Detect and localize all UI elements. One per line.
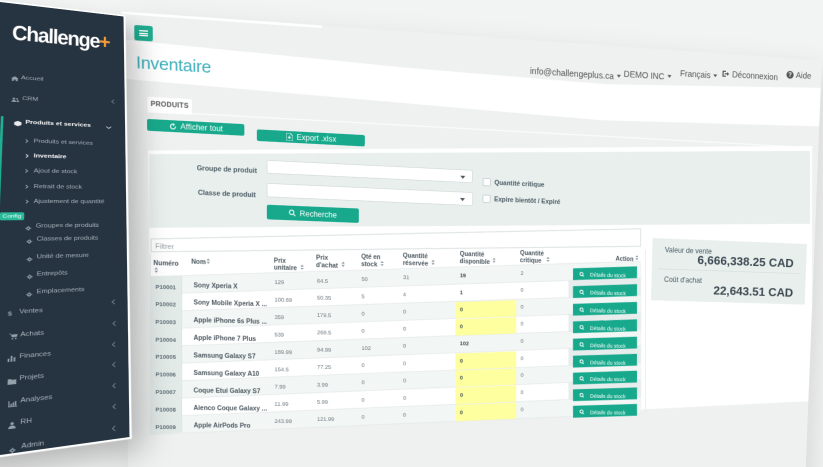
svg-text:Sony Mobile Xperia X ...: Sony Mobile Xperia X ... <box>194 300 267 308</box>
svg-text:189.99: 189.99 <box>274 349 292 356</box>
svg-text:129: 129 <box>274 279 284 286</box>
svg-text:P10009: P10009 <box>155 424 176 431</box>
svg-text:Détails du stock: Détails du stock <box>590 326 627 332</box>
svg-text:Détails du stock: Détails du stock <box>590 411 626 416</box>
svg-text:P10005: P10005 <box>155 354 176 361</box>
svg-text:0: 0 <box>361 311 365 317</box>
svg-text:P10006: P10006 <box>155 372 176 379</box>
svg-text:stock: stock <box>361 261 378 268</box>
svg-text:$: $ <box>8 312 13 318</box>
svg-text:0: 0 <box>460 375 464 381</box>
svg-text:Filtrer: Filtrer <box>155 242 174 251</box>
svg-text:disponible: disponible <box>460 258 490 265</box>
svg-text:Détails du stock: Détails du stock <box>590 273 627 279</box>
svg-text:243.99: 243.99 <box>274 419 292 425</box>
svg-text:102: 102 <box>460 341 470 347</box>
svg-text:102: 102 <box>362 345 372 351</box>
svg-text:0: 0 <box>460 324 464 330</box>
svg-text:5: 5 <box>361 293 365 299</box>
svg-text:Nom: Nom <box>191 259 206 266</box>
svg-text:0: 0 <box>403 395 407 401</box>
svg-text:P10001: P10001 <box>155 284 176 291</box>
svg-text:4: 4 <box>403 292 407 298</box>
svg-text:121.99: 121.99 <box>317 417 335 423</box>
svg-text:0: 0 <box>403 378 407 384</box>
svg-text:179.5: 179.5 <box>317 313 332 320</box>
svg-text:1: 1 <box>460 290 464 296</box>
svg-text:64.5: 64.5 <box>317 278 329 285</box>
svg-text:P10007: P10007 <box>155 389 176 396</box>
svg-text:Action: Action <box>616 256 634 263</box>
svg-text:Sony Xperia X: Sony Xperia X <box>194 283 238 291</box>
svg-text:Détails du stock: Détails du stock <box>590 291 627 297</box>
svg-text:50: 50 <box>362 276 369 283</box>
svg-text:Samsung Galaxy A10: Samsung Galaxy A10 <box>194 370 260 377</box>
svg-text:0: 0 <box>361 380 365 386</box>
svg-text:269.5: 269.5 <box>317 330 332 337</box>
svg-text:Prix: Prix <box>316 255 328 262</box>
svg-text:11.99: 11.99 <box>274 401 288 407</box>
svg-text:Apple AirPods Pro: Apple AirPods Pro <box>194 423 251 430</box>
svg-text:Quantité: Quantité <box>520 250 544 257</box>
svg-text:0: 0 <box>403 309 407 315</box>
svg-text:0: 0 <box>403 344 407 350</box>
svg-text:0: 0 <box>460 410 464 416</box>
svg-text:3.99: 3.99 <box>317 382 329 388</box>
svg-text:P10003: P10003 <box>155 319 176 326</box>
svg-text:Apple iPhone 7 Plus: Apple iPhone 7 Plus <box>194 335 257 343</box>
svg-text:0: 0 <box>403 326 407 332</box>
svg-text:0: 0 <box>403 412 407 418</box>
svg-text:19: 19 <box>460 272 467 278</box>
svg-text:0: 0 <box>520 338 524 344</box>
svg-text:7.99: 7.99 <box>275 384 287 390</box>
svg-text:2: 2 <box>520 270 524 276</box>
svg-text:31: 31 <box>403 275 410 281</box>
svg-text:0: 0 <box>460 358 464 364</box>
svg-text:0: 0 <box>520 390 524 396</box>
svg-text:Quantité: Quantité <box>460 251 485 258</box>
svg-text:Détails du stock: Détails du stock <box>590 378 627 384</box>
svg-text:154.5: 154.5 <box>274 366 289 373</box>
svg-text:0: 0 <box>520 407 524 413</box>
svg-text:0: 0 <box>460 307 464 313</box>
svg-text:Détails du stock: Détails du stock <box>590 361 627 367</box>
svg-text:0: 0 <box>403 361 407 367</box>
svg-text:0: 0 <box>361 328 365 334</box>
svg-text:Coque Etui Galaxy S7: Coque Etui Galaxy S7 <box>194 388 261 395</box>
svg-text:P10004: P10004 <box>155 337 176 344</box>
svg-text:100.69: 100.69 <box>275 297 293 304</box>
svg-text:359: 359 <box>274 314 284 321</box>
svg-text:94.99: 94.99 <box>317 347 332 354</box>
svg-text:539: 539 <box>274 332 284 339</box>
svg-text:5.99: 5.99 <box>317 399 328 405</box>
svg-text:Prix: Prix <box>274 258 286 265</box>
svg-text:Apple iPhone 6s Plus ...: Apple iPhone 6s Plus ... <box>194 318 267 326</box>
svg-text:Numéro: Numéro <box>153 260 178 267</box>
svg-text:Détails du stock: Détails du stock <box>590 394 626 400</box>
svg-text:0: 0 <box>521 304 525 310</box>
svg-text:Détails du stock: Détails du stock <box>590 344 627 350</box>
svg-text:Samsung Galaxy S7: Samsung Galaxy S7 <box>194 353 256 360</box>
svg-text:Quantité: Quantité <box>403 253 428 260</box>
svg-text:d'achat: d'achat <box>316 262 339 269</box>
svg-text:0: 0 <box>520 321 524 327</box>
svg-text:0: 0 <box>361 397 365 403</box>
svg-text:0: 0 <box>460 392 464 398</box>
svg-text:0: 0 <box>361 363 365 369</box>
svg-text:Détails du stock: Détails du stock <box>590 309 627 315</box>
svg-text:unitaire: unitaire <box>274 265 297 272</box>
svg-text:0: 0 <box>520 356 524 362</box>
svg-text:77.25: 77.25 <box>317 365 332 372</box>
svg-text:0: 0 <box>520 373 524 379</box>
svg-text:critique: critique <box>520 257 542 264</box>
svg-text:0: 0 <box>362 414 366 420</box>
svg-text:Aienco Coque Galaxy ...: Aienco Coque Galaxy ... <box>194 405 268 412</box>
svg-text:Qté en: Qté en <box>361 254 380 261</box>
svg-text:P10008: P10008 <box>155 407 176 414</box>
svg-text:réservée: réservée <box>403 260 429 267</box>
svg-text:P10002: P10002 <box>155 302 176 309</box>
svg-text:50.35: 50.35 <box>317 295 332 302</box>
svg-text:0: 0 <box>520 287 524 293</box>
svg-text:?: ? <box>788 72 792 78</box>
